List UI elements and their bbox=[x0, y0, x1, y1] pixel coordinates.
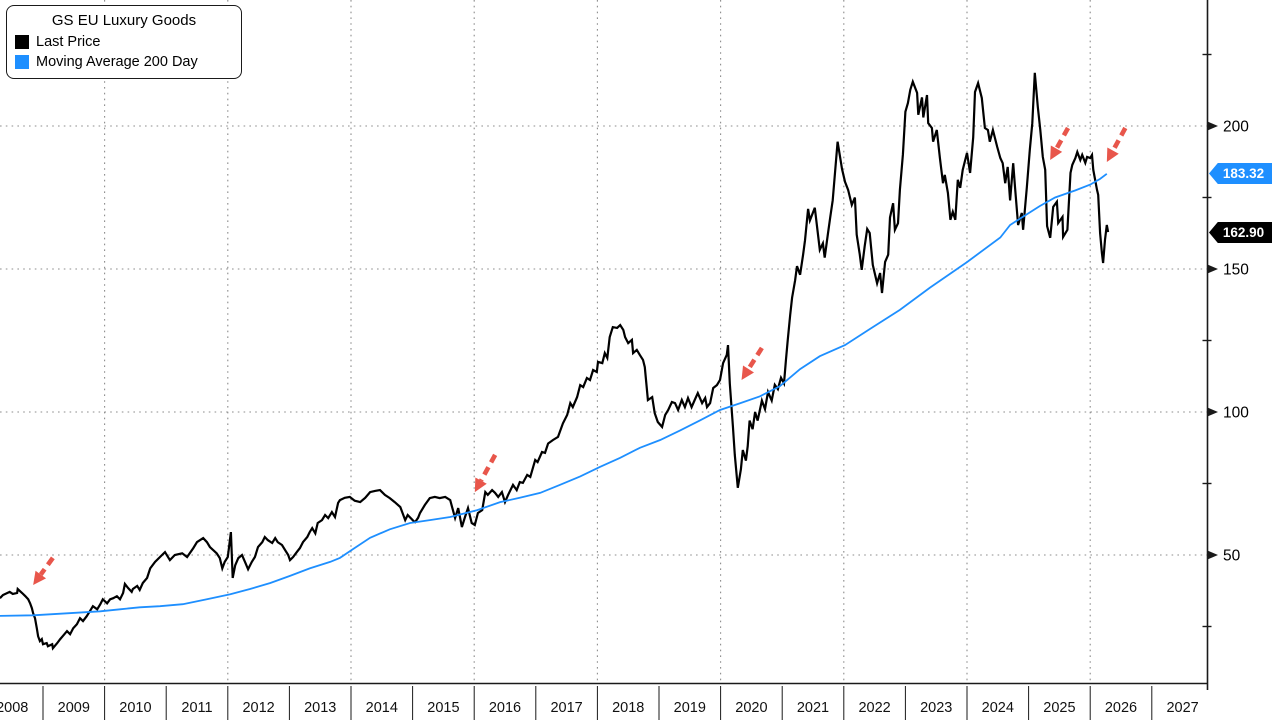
y-tick-label-50: 50 bbox=[1223, 548, 1241, 565]
x-year-label-2008: 2008 bbox=[0, 700, 28, 716]
x-axis-years: 2008 2009 2010 2011 2012 2013 2014 2015 2016 2017… bbox=[0, 686, 1199, 720]
moving-average-price-tag: 183.32 bbox=[1209, 163, 1272, 184]
crossover-arrow-head-icon bbox=[1050, 145, 1063, 161]
x-year-label-2017: 2017 bbox=[550, 700, 582, 716]
x-year-label-2026: 2026 bbox=[1105, 700, 1137, 716]
last-price-tag: 162.90 bbox=[1209, 222, 1272, 243]
series bbox=[0, 72, 1110, 651]
x-year-label-2014: 2014 bbox=[366, 700, 398, 716]
x-year-label-2019: 2019 bbox=[674, 700, 706, 716]
x-year-label-2021: 2021 bbox=[797, 700, 829, 716]
legend-item-label: Last Price bbox=[36, 34, 101, 50]
crossover-arrow-head-icon bbox=[33, 570, 47, 586]
crossover-arrow-head-icon bbox=[1106, 147, 1119, 163]
x-year-label-2025: 2025 bbox=[1043, 700, 1075, 716]
x-year-label-2023: 2023 bbox=[920, 700, 952, 716]
crossover-arrow-head-icon bbox=[474, 477, 487, 493]
crossover-arrow-shaft bbox=[1054, 126, 1071, 150]
crossover-arrow-shaft bbox=[1111, 126, 1128, 152]
x-year-label-2027: 2027 bbox=[1166, 700, 1198, 716]
x-year-label-2009: 2009 bbox=[58, 700, 90, 716]
y-tick-label-150: 150 bbox=[1223, 262, 1249, 279]
last-price-line bbox=[0, 72, 1110, 651]
x-year-label-2013: 2013 bbox=[304, 700, 336, 716]
moving-average-200-line bbox=[0, 173, 1108, 617]
crossover-arrow-shaft bbox=[479, 453, 498, 482]
x-year-label-2020: 2020 bbox=[735, 700, 767, 716]
last-price-swatch-icon bbox=[15, 35, 29, 49]
crossover-arrow-shaft bbox=[746, 346, 764, 371]
y-tick-label-100: 100 bbox=[1223, 405, 1249, 422]
x-year-label-2018: 2018 bbox=[612, 700, 644, 716]
legend-title: GS EU Luxury Goods bbox=[51, 12, 197, 29]
y-tick-arrow-icon bbox=[1208, 121, 1218, 131]
legend: GS EU Luxury Goods Last Price Moving Ave… bbox=[6, 5, 242, 79]
x-year-label-2011: 2011 bbox=[181, 700, 212, 716]
y-tick-arrow-icon bbox=[1208, 407, 1218, 417]
crossover-arrow-shaft bbox=[38, 556, 55, 576]
x-year-label-2024: 2024 bbox=[982, 700, 1014, 716]
crossover-arrow-head-icon bbox=[741, 365, 754, 380]
axes: 50 100 150 200 bbox=[0, 0, 1249, 690]
x-year-label-2016: 2016 bbox=[489, 700, 521, 716]
legend-item-last-price: Last Price bbox=[15, 32, 233, 52]
x-year-label-2015: 2015 bbox=[427, 700, 459, 716]
legend-item-label: Moving Average 200 Day bbox=[36, 54, 198, 70]
gridlines bbox=[0, 0, 1207, 683]
crossover-arrows bbox=[33, 126, 1128, 586]
x-year-label-2022: 2022 bbox=[858, 700, 890, 716]
y-tick-arrow-icon bbox=[1208, 550, 1218, 560]
legend-item-moving-average: Moving Average 200 Day bbox=[15, 52, 233, 72]
moving-average-swatch-icon bbox=[15, 55, 29, 69]
y-tick-label-200: 200 bbox=[1223, 119, 1249, 136]
y-tick-arrow-icon bbox=[1208, 264, 1218, 274]
x-year-label-2012: 2012 bbox=[242, 700, 274, 716]
x-year-label-2010: 2010 bbox=[119, 700, 151, 716]
